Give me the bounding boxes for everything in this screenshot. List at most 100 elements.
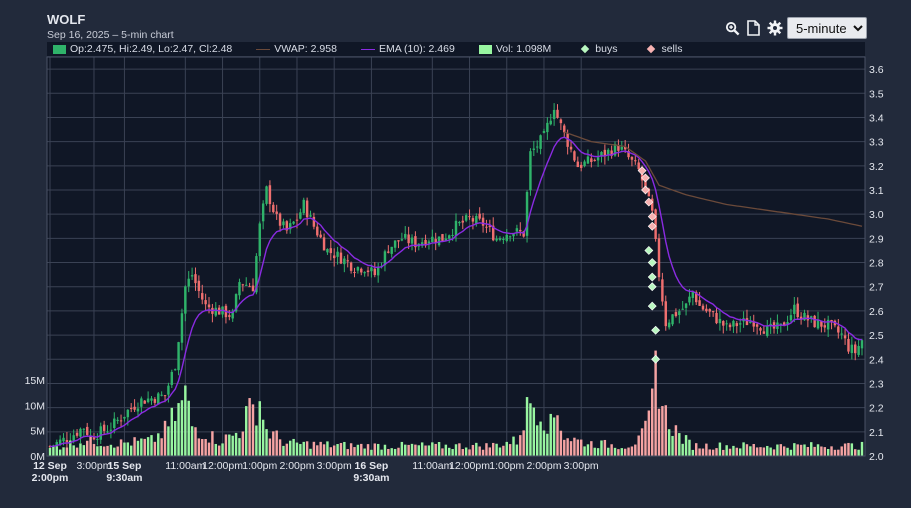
time-tick-label: 2:00pm	[279, 460, 314, 472]
candle-body	[491, 225, 495, 241]
sell-marker	[644, 197, 654, 207]
candle-body	[468, 216, 471, 218]
time-tick-label: 2:00pm	[32, 472, 69, 484]
candle-body	[292, 221, 295, 224]
candle-body	[349, 262, 353, 271]
candle-body	[201, 293, 204, 300]
candle-body	[830, 320, 833, 323]
volume-bar	[410, 443, 414, 456]
volume-bar	[167, 426, 170, 456]
legend-ema-label: EMA (10): 2.469	[378, 43, 455, 55]
candle-body	[600, 151, 603, 157]
volume-bar	[143, 438, 146, 456]
candle-body	[444, 238, 448, 241]
candle-body	[579, 164, 583, 168]
volume-bar	[180, 400, 184, 456]
candle-body	[326, 249, 329, 253]
volume-bar	[153, 441, 157, 456]
volume-bar	[72, 445, 75, 456]
volume-bar	[573, 437, 576, 456]
volume-bar	[637, 435, 640, 456]
candle-body	[620, 146, 624, 150]
time-tick-label: 15 Sep	[108, 460, 142, 472]
price-tick-label: 3.2	[869, 161, 884, 173]
candle-body	[475, 215, 478, 224]
candle-body	[539, 135, 542, 149]
volume-bar	[806, 447, 810, 456]
candle-body	[803, 312, 806, 321]
candle-body	[282, 221, 285, 226]
candle-body	[711, 311, 715, 313]
volume-bar	[803, 444, 806, 456]
time-tick-label: 3:00pm	[76, 460, 111, 472]
sell-marker	[647, 221, 657, 231]
candle-body	[370, 267, 373, 272]
interval-select[interactable]: 5-minute	[787, 17, 867, 39]
candle-body	[285, 221, 289, 231]
volume-bar	[329, 447, 333, 456]
volume-bar	[309, 448, 312, 456]
candle-body	[735, 323, 739, 327]
volume-bar	[204, 438, 207, 456]
volume-bar	[238, 438, 241, 456]
volume-bar	[549, 413, 552, 456]
volume-bar	[373, 443, 377, 456]
volume-bar	[187, 400, 190, 456]
volume-bar	[265, 429, 268, 456]
volume-tick-label: 10M	[25, 400, 45, 412]
candle-body	[678, 311, 681, 315]
time-tick-label: 12 Sep	[33, 460, 67, 472]
document-icon[interactable]	[745, 19, 762, 37]
volume-bar	[163, 420, 167, 456]
volume-bar	[85, 440, 89, 456]
volume-bar	[735, 447, 739, 456]
time-tick-label: 1:00pm	[489, 460, 524, 472]
candle-body	[48, 446, 52, 448]
candle-body	[847, 338, 850, 352]
candle-body	[258, 223, 261, 257]
candle-body	[329, 248, 333, 254]
candle-body	[180, 313, 184, 343]
volume-bar	[593, 447, 596, 456]
volume-bar	[461, 449, 464, 456]
volume-bar	[231, 435, 234, 456]
volume-bar	[336, 444, 339, 456]
buy-marker	[647, 301, 657, 311]
zoom-icon[interactable]	[724, 19, 741, 37]
candle-body	[140, 398, 143, 407]
candle-body	[96, 438, 99, 440]
volume-bar	[607, 447, 610, 456]
volume-bar	[146, 437, 150, 456]
volume-bar	[360, 443, 363, 456]
volume-bar	[414, 444, 417, 456]
candle-body	[627, 150, 630, 158]
candle-body	[515, 228, 519, 232]
volume-bar	[779, 444, 783, 456]
gear-icon[interactable]	[766, 19, 783, 37]
volume-bar	[793, 443, 796, 456]
candle-body	[143, 400, 146, 404]
volume-bar	[860, 441, 864, 456]
volume-bar	[759, 447, 762, 456]
volume-bar	[305, 441, 309, 456]
legend-ohlc: Op:2.475, Hi:2.49, Lo:2.47, Cl:2.48	[53, 43, 232, 55]
volume-bar	[292, 438, 295, 456]
candle-body	[129, 408, 133, 410]
volume-bar	[485, 443, 488, 456]
volume-bar	[823, 447, 827, 456]
candle-body	[793, 304, 796, 314]
candle-body	[745, 318, 749, 326]
volume-bar	[255, 425, 258, 456]
volume-bar	[786, 447, 789, 456]
volume-bar	[488, 447, 492, 456]
legend-sells: sells	[645, 43, 682, 55]
candle-body	[387, 251, 390, 253]
candle-body	[654, 209, 657, 239]
time-tick-label: 2:00pm	[526, 460, 561, 472]
candle-body	[532, 148, 536, 150]
volume-bar	[491, 442, 495, 456]
price-tick-label: 3.6	[869, 64, 884, 76]
volume-bar	[197, 438, 201, 456]
volume-bar	[498, 447, 502, 456]
